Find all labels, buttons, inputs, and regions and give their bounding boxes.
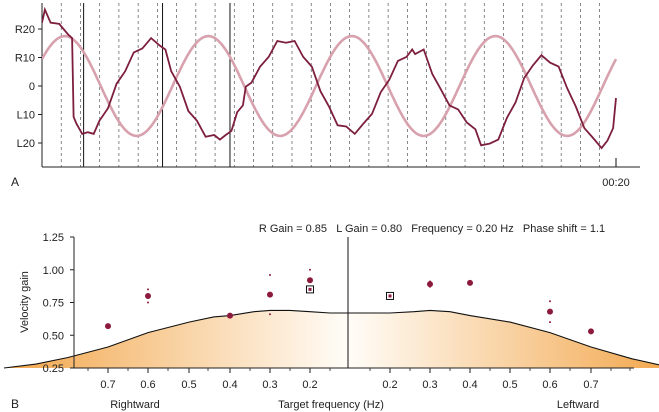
- x-tick-label-b: 0.5: [181, 379, 196, 391]
- error-dot: [147, 301, 149, 304]
- band-outline: [3, 309, 659, 369]
- y-tick-label-b: 1.00: [43, 265, 64, 277]
- x-tick-label-b: 0.3: [262, 379, 277, 391]
- band-fill-right: [348, 310, 659, 368]
- gain-point: [267, 291, 273, 298]
- gain-point: [547, 308, 553, 315]
- y-tick-label-a: L10: [17, 110, 35, 122]
- y-tick-label-b: 0.25: [43, 363, 64, 375]
- panel-a-grid: [60, 3, 600, 167]
- x-tick-label-b: 0.2: [302, 379, 317, 391]
- gain-point: [427, 281, 433, 288]
- x-tick-label-b: 0.4: [462, 379, 477, 391]
- x-tick-label-b: 0.7: [583, 379, 598, 391]
- x-tick-label-b: 0.4: [222, 379, 237, 391]
- gain-point: [588, 328, 594, 335]
- eye-position-line: [42, 6, 617, 150]
- current-gain-marker-core: [308, 287, 312, 291]
- panel-b-y-label: Velocity gain: [19, 271, 31, 333]
- error-dot: [549, 300, 551, 303]
- panel-b-points: [105, 268, 594, 335]
- error-dot: [549, 321, 551, 324]
- panel-a-x-end-label: 00:20: [602, 177, 630, 189]
- y-tick-label-a: R10: [15, 53, 35, 65]
- error-dot: [269, 313, 271, 316]
- panel-a-markers: [83, 3, 617, 167]
- gain-point: [145, 292, 151, 299]
- band-fill-left: [4, 310, 348, 368]
- y-tick-label-a: 0: [29, 81, 35, 93]
- panel-b-x-label: Target frequency (Hz): [278, 399, 384, 411]
- gain-point: [307, 277, 313, 284]
- y-tick-label-b: 1.25: [43, 232, 64, 244]
- norm-band: [3, 309, 659, 369]
- x-tick-label-b: 0.2: [382, 379, 397, 391]
- panel-b-y-ticks: 0.25 0.50 0.75 1.00 1.25: [43, 232, 74, 375]
- y-tick-label-a: R20: [15, 24, 35, 36]
- error-dot: [309, 268, 311, 271]
- x-tick-label-b: 0.5: [502, 379, 517, 391]
- x-tick-label-b: 0.6: [140, 379, 155, 391]
- y-tick-label-b: 0.75: [43, 298, 64, 310]
- x-tick-label-b: 0.6: [542, 379, 557, 391]
- panel-b-title: R Gain = 0.85 L Gain = 0.80 Frequency = …: [259, 223, 605, 235]
- current-gain-marker-core: [388, 294, 392, 298]
- panel-b-x-ticks: 0.7 0.6 0.5 0.4 0.3 0.2 0.2 0.3 0.4 0.5 0.6 0.7: [87, 368, 631, 391]
- leftward-label: Leftward: [557, 399, 599, 411]
- rightward-label: Rightward: [110, 399, 160, 411]
- x-tick-label-b: 0.3: [422, 379, 437, 391]
- panel-b: R Gain = 0.85 L Gain = 0.80 Frequency = …: [3, 223, 659, 411]
- panel-a-letter: A: [11, 175, 19, 189]
- panel-a-ticks: R20 R10 0 L10 L20: [15, 24, 42, 150]
- gain-point: [105, 323, 111, 330]
- error-dot: [147, 288, 149, 291]
- x-tick-label-b: 0.7: [100, 379, 115, 391]
- target-sine-line: [42, 34, 618, 138]
- y-tick-label-a: L20: [17, 138, 35, 150]
- y-tick-label-b: 0.50: [43, 330, 64, 342]
- gain-point: [227, 312, 233, 319]
- panel-b-letter: B: [11, 397, 19, 411]
- gain-point: [467, 279, 473, 286]
- panel-a: R20 R10 0 L10 L20 00:20 A: [11, 3, 640, 189]
- error-dot: [269, 273, 271, 276]
